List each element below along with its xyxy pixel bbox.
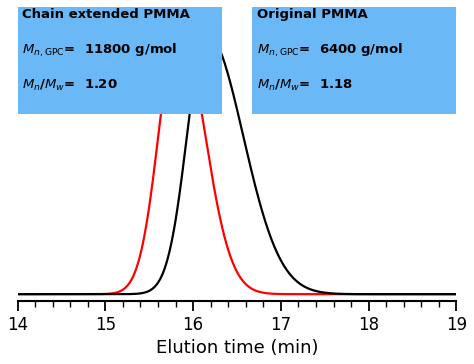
Text: $M_{n,\mathrm{GPC}}$=  6400 g/mol: $M_{n,\mathrm{GPC}}$= 6400 g/mol [257, 42, 403, 59]
FancyBboxPatch shape [18, 7, 222, 114]
Text: Original PMMA: Original PMMA [257, 8, 367, 21]
Text: $M_{n,\mathrm{GPC}}$=  11800 g/mol: $M_{n,\mathrm{GPC}}$= 11800 g/mol [22, 42, 177, 59]
Text: $M_n$/$M_w$=  1.18: $M_n$/$M_w$= 1.18 [257, 78, 353, 92]
X-axis label: Elution time (min): Elution time (min) [156, 339, 318, 357]
Text: $M_n$/$M_w$=  1.20: $M_n$/$M_w$= 1.20 [22, 78, 118, 92]
FancyBboxPatch shape [252, 7, 456, 114]
Text: Chain extended PMMA: Chain extended PMMA [22, 8, 190, 21]
